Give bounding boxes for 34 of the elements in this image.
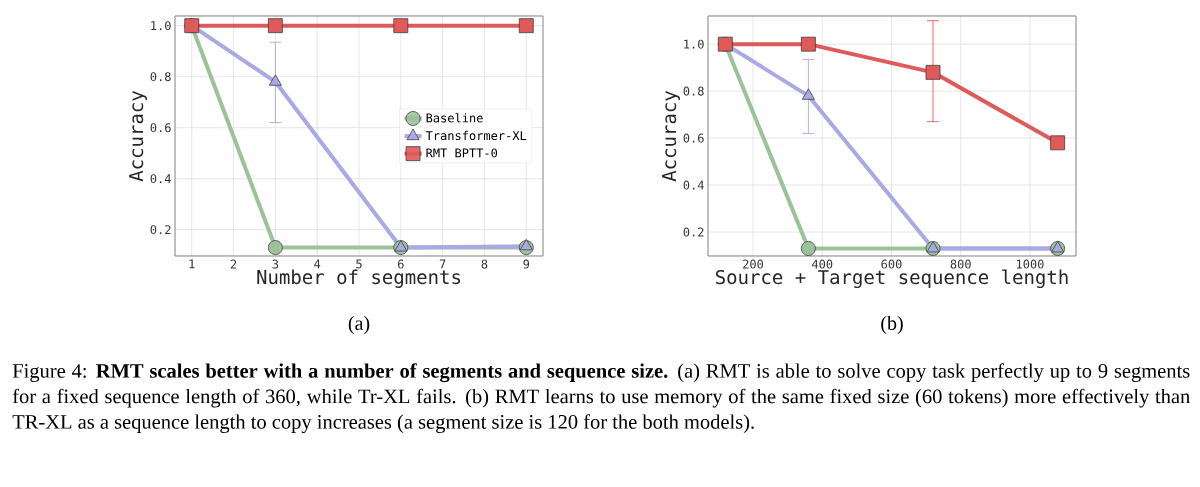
x-tick-label: 7	[439, 259, 446, 269]
text: (a)	[348, 315, 370, 335]
x-tick-label: 400	[812, 259, 833, 269]
y-tick-label: 0.8	[150, 72, 171, 82]
y-tick-label: 0.6	[150, 123, 171, 133]
y-tick-label: 0.2	[683, 227, 704, 237]
y-tick-label: 0.2	[150, 225, 171, 235]
x-tick-label: 5	[356, 259, 362, 269]
y-tick-label: 0.8	[683, 86, 704, 96]
y-tick-label: 0.4	[683, 180, 704, 190]
x-tick-label: 800	[950, 259, 971, 269]
x-tick-label: 1000	[1016, 259, 1044, 269]
legend-label: Transformer-XL	[425, 130, 527, 141]
legend-label: Baseline	[426, 113, 483, 123]
caption: Figure 4: RMT scales better with a number of segments and sequence size. (a) RMT is able to solve copy task perfectly up to 9 segments for a fixed sequence length of 360, while Tr-XL fails. (b) RMT learns to use memory of the same fixed size (60 tokens) more effectively than TR-XL as a sequence length to copy increases (a segment size is 120 for the both models).	[12, 363, 1190, 434]
x-tick-label: 9	[523, 259, 530, 269]
y-tick-label: 1.0	[684, 39, 704, 49]
x-tick-label: 6	[397, 259, 404, 269]
x-tick-label: 4	[314, 259, 321, 269]
x-tick-label: 200	[743, 259, 764, 269]
y-tick-label: 1.0	[151, 21, 171, 31]
x-axis-title: Source + Target sequence length	[715, 269, 1068, 289]
x-tick-label: 600	[881, 259, 902, 269]
x-tick-label: 1	[189, 259, 195, 269]
y-axis-title: Accuracy	[662, 90, 680, 182]
x-tick-label: 3	[272, 259, 279, 269]
x-tick-label: 8	[481, 259, 488, 269]
y-tick-label: 0.6	[683, 133, 704, 143]
x-tick-label: 2	[230, 259, 237, 269]
text: (b)	[881, 315, 903, 335]
legend-label: RMT BPTT-0	[426, 148, 498, 158]
x-axis-title: Number of segments	[257, 269, 461, 288]
y-tick-label: 0.4	[150, 174, 171, 184]
y-axis-title: Accuracy	[129, 90, 147, 182]
